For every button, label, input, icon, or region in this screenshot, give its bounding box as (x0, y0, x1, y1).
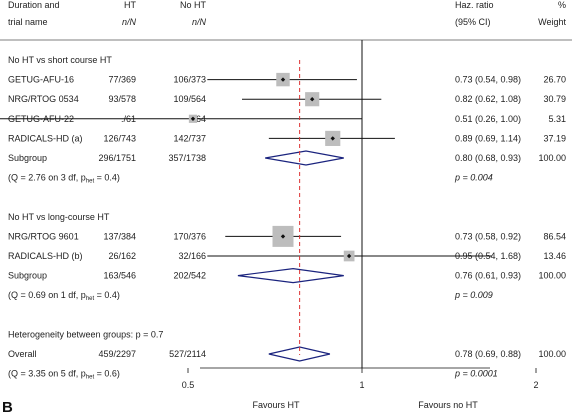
noht-events: 170/376 (173, 231, 206, 241)
weight-value: 26.70 (543, 75, 566, 85)
noht-events: 109/564 (173, 94, 206, 104)
ht-events: 26/162 (108, 251, 136, 261)
heterogeneity-stat: (Q = 2.76 on 3 df, phet = 0.4) (8, 173, 120, 185)
ht-events: 93/578 (108, 94, 136, 104)
p-value: p = 0.0001 (454, 369, 498, 379)
subgroup-name: Subgroup (8, 153, 47, 163)
weight-value: 30.79 (543, 94, 566, 104)
header-duration: Duration and (8, 0, 60, 10)
weight-value: 86.54 (543, 231, 566, 241)
header-noht-sub: n/N (192, 17, 207, 27)
study-name: GETUG-AFU-16 (8, 75, 74, 85)
noht-events: 106/373 (173, 75, 206, 85)
header-weight-pct: % (558, 0, 566, 10)
heterogeneity-stat: (Q = 0.69 on 1 df, phet = 0.4) (8, 290, 120, 302)
point-estimate (330, 136, 335, 141)
hazard-ratio: 0.78 (0.69, 0.88) (455, 349, 521, 359)
point-estimate (309, 97, 315, 102)
ht-events: 163/546 (103, 271, 136, 281)
study-name: RADICALS-HD (a) (8, 133, 83, 143)
ht-events: 137/384 (103, 231, 136, 241)
panel-label: B (2, 399, 13, 415)
noht-events: 32/166 (178, 251, 206, 261)
weight-value: 5.31 (548, 114, 566, 124)
weight-value: 37.19 (543, 133, 566, 143)
study-name: NRG/RTOG 0534 (8, 94, 79, 104)
ht-events: 296/1751 (98, 153, 136, 163)
header-ci: (95% CI) (455, 17, 491, 27)
noht-events: 357/1738 (168, 153, 206, 163)
study-name: RADICALS-HD (b) (8, 251, 83, 261)
header-weight: Weight (538, 17, 566, 27)
study-name: NRG/RTOG 9601 (8, 231, 79, 241)
subgroup-diamond (237, 267, 344, 284)
header-ht: HT (124, 0, 136, 10)
hazard-ratio: 0.80 (0.68, 0.93) (455, 153, 521, 163)
header-ht-sub: n/N (122, 17, 137, 27)
p-value: p = 0.009 (454, 290, 493, 300)
weight-value: 13.46 (543, 251, 566, 261)
point-estimate (280, 77, 286, 82)
noht-events: 202/542 (173, 271, 206, 281)
subgroup-name: Overall (8, 349, 37, 359)
section-label: No HT vs short course HT (8, 55, 112, 65)
header-noht: No HT (180, 0, 207, 10)
header-hr: Haz. ratio (455, 0, 494, 10)
heterogeneity-stat: (Q = 3.35 on 5 df, phet = 0.6) (8, 369, 120, 381)
point-estimate (346, 253, 352, 259)
point-estimate (280, 234, 286, 239)
hazard-ratio: 0.73 (0.58, 0.92) (455, 231, 521, 241)
ht-events: 459/2297 (98, 349, 136, 359)
weight-value: 100.00 (538, 153, 566, 163)
x-tick-label: 2 (533, 380, 538, 390)
x-tick-label: 0.5 (182, 380, 195, 390)
weight-value: 100.00 (538, 271, 566, 281)
weight-value: 100.00 (538, 349, 566, 359)
hazard-ratio: 0.76 (0.61, 0.93) (455, 271, 521, 281)
header-trial-name: trial name (8, 17, 48, 27)
ht-events: 77/369 (108, 75, 136, 85)
subgroup-name: Subgroup (8, 271, 47, 281)
section-label: No HT vs long-course HT (8, 212, 110, 222)
noht-events: 142/737 (173, 133, 206, 143)
x-ticks: 0.5 1 2 (182, 368, 539, 390)
favours-noht-label: Favours no HT (418, 400, 478, 410)
p-value: p = 0.004 (454, 173, 493, 183)
hazard-ratio: 0.89 (0.69, 1.14) (455, 133, 521, 143)
hazard-ratio: 0.82 (0.62, 1.08) (455, 94, 521, 104)
hazard-ratio: 0.51 (0.26, 1.00) (455, 114, 521, 124)
hazard-ratio: 0.73 (0.54, 0.98) (455, 75, 521, 85)
subgroup-diamond (265, 150, 344, 166)
point-estimate (190, 116, 196, 121)
favours-ht-label: Favours HT (252, 400, 300, 410)
x-tick-label: 1 (359, 380, 364, 390)
noht-events: 527/2114 (169, 349, 206, 359)
ht-events: 126/743 (103, 133, 136, 143)
section-label: Heterogeneity between groups: p = 0.7 (8, 329, 163, 339)
table-rows: No HT vs short course HT GETUG-AFU-16 77/3… (8, 55, 566, 381)
